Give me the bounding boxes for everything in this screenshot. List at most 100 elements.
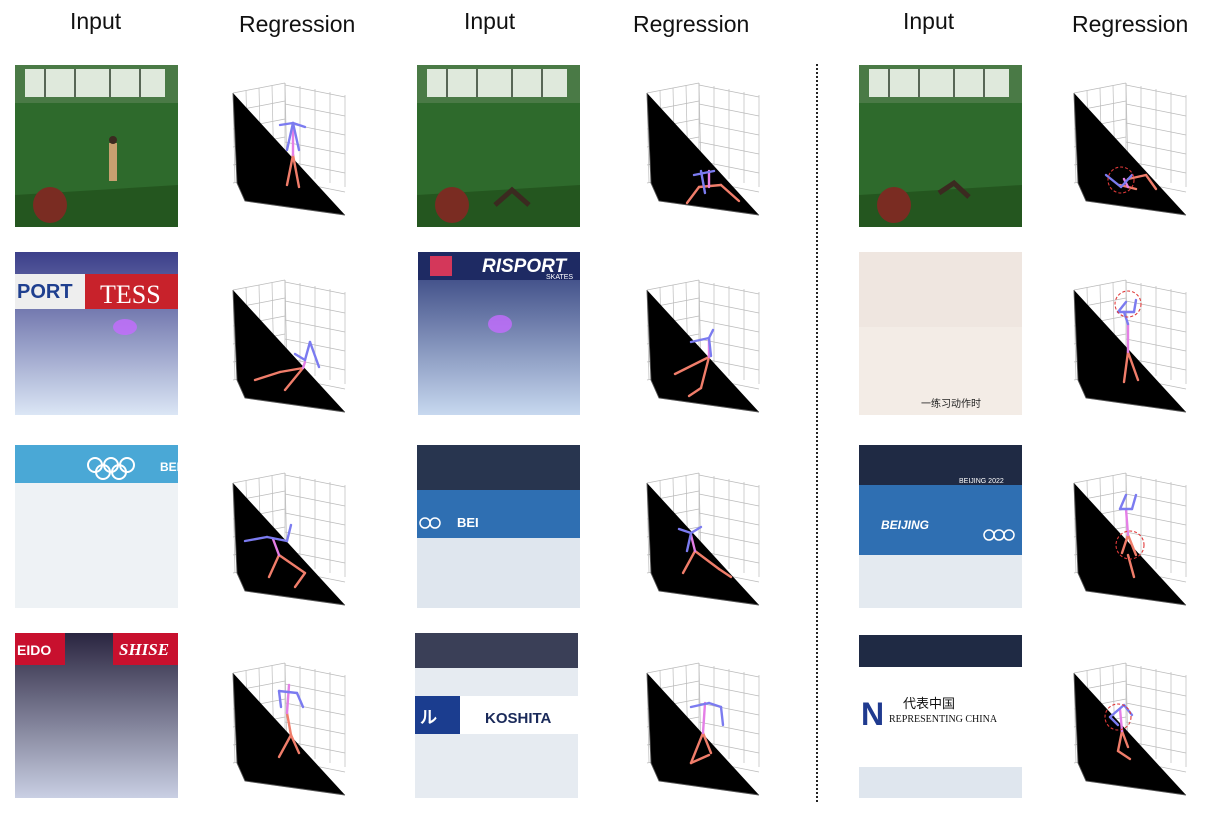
skeleton-leg-bone [1116,729,1124,753]
skeleton-leg-bone [289,733,301,755]
skeleton-arm-bone [689,701,711,709]
input-image-r1c2 [417,65,580,227]
svg-text:REPRESENTING CHINA: REPRESENTING CHINA [889,714,998,725]
skeleton-arm-bone [707,336,713,358]
skeleton-leg-bone [285,711,293,737]
regression-plot-r4c3 [1073,662,1187,796]
skeleton-arm-bone [689,336,711,344]
highlight-circle [1114,290,1142,318]
skeleton-leg-bone [701,731,713,755]
skeleton-arm-bone [1130,493,1138,511]
svg-text:BEIJING 2022: BEIJING 2022 [959,478,1004,485]
input-image-r2c2: RISPORT SKATES [418,252,580,415]
regression-plot-r4c1 [232,662,346,796]
svg-text:BEIJING: BEIJING [881,518,929,532]
skeleton-arm-bone [1132,298,1138,314]
skeleton-arm-bone [285,523,293,543]
regression-plot-r4c2 [646,662,760,796]
skeleton-leg-bone [1126,350,1140,382]
skeleton-spine-bone [701,701,707,735]
skeleton-arm-bone [293,352,307,362]
input-image-r4c2: ル KOSHITA [415,633,578,798]
skeleton-arm-bone [1118,493,1128,511]
highlight-circle [1107,166,1135,194]
skeleton-arm-bone [689,525,703,535]
skeleton-leg-bone [693,549,721,571]
svg-text:ル: ル [420,708,437,728]
skeleton-leg-bone [283,366,305,392]
skeleton-spine-bone [285,683,291,715]
regression-plot-r2c1 [232,279,346,413]
regression-plot-r3c1 [232,472,346,606]
skeleton-leg-bone [277,553,307,575]
skeleton-arm-bone [719,705,725,727]
svg-text:SKATES: SKATES [546,274,573,281]
skeleton-leg-bone [1126,533,1138,557]
svg-text:BEI: BEI [160,460,178,474]
input-image-r4c1: EIDO SHISE [15,633,178,798]
skeleton-leg-bone [1126,173,1148,181]
svg-text:PORT: PORT [17,281,73,303]
regression-plot-r1c2 [646,82,760,216]
skeleton-spine-bone [301,360,307,370]
skeleton-leg-bone [689,753,711,765]
skeleton-arm-bone [278,121,295,127]
skeleton-leg-bone [681,549,697,575]
skeleton-arm-bone [1108,703,1126,719]
regression-plot-r2c2 [646,279,760,413]
skeleton-arm-bone [285,121,295,152]
column-header-input-1: Input [70,8,122,34]
column-header-input-2: Input [464,8,516,34]
skeleton-leg-bone [1120,533,1130,555]
skeleton-arm-bone [685,531,693,553]
skeleton-spine-bone [1124,507,1130,537]
skeleton-leg-bone [253,370,282,382]
skeleton-arm-bone [699,169,707,195]
skeleton-leg-bone [1120,729,1130,749]
svg-text:TESS: TESS [100,280,161,309]
skeleton-leg-bone [277,733,293,759]
skeleton-arm-bone [291,121,307,129]
skeleton-arm-bone [677,527,693,535]
skeleton-leg-bone [293,571,307,589]
column-header-regression-1: Regression [239,11,356,37]
skeleton-arm-bone [692,169,716,177]
highlight-circle [1104,703,1132,731]
skeleton-arm-bone [707,328,715,340]
svg-text:EIDO: EIDO [17,642,51,658]
regression-plot-r1c3 [1073,82,1187,216]
regression-plot-r2c3 [1073,279,1187,413]
input-image-r4c3: N 代表中国 REPRESENTING CHINA [859,635,1022,798]
skeleton-spine-bone [689,533,697,553]
skeleton-leg-bone [699,355,711,390]
column-header-regression-2: Regression [633,11,750,37]
input-image-r3c2: BEI [417,445,580,608]
skeleton-arm-bone [1116,300,1128,314]
input-image-r2c1: TESS PORT [15,252,178,415]
skeleton-arm-bone [277,689,283,709]
dotted-divider [816,64,818,802]
input-image-r3c3: BEIJING 2022 BEIJING [859,445,1022,608]
skeleton-arm-bone [291,121,301,152]
skeleton-arm-bone [243,535,269,543]
skeleton-leg-bone [689,731,705,765]
skeleton-leg-bone [1144,173,1158,191]
skeleton-arm-bone [1122,310,1130,326]
svg-text:一练习动作时: 一练习动作时 [921,397,981,410]
skeleton-arm-bone [1108,715,1120,727]
svg-text:代表中国: 代表中国 [903,697,955,712]
svg-text:RISPORT: RISPORT [482,256,568,277]
input-image-r1c1 [15,65,178,227]
input-image-r2c3: 一练习动作时 [859,252,1022,415]
skeleton-arm-bone [277,689,299,695]
input-image-r3c1: BEI [15,445,178,608]
svg-text:KOSHITA: KOSHITA [485,710,552,727]
column-header-input-3: Input [903,8,955,34]
skeleton-leg-bone [687,386,703,398]
input-image-r1c3 [859,65,1022,227]
skeleton-spine-bone [1118,707,1124,733]
regression-plot-r3c3 [1073,472,1187,606]
skeleton-arm-bone [308,340,321,369]
skeleton-arm-bone [707,701,723,709]
skeleton-arm-bone [295,691,305,709]
